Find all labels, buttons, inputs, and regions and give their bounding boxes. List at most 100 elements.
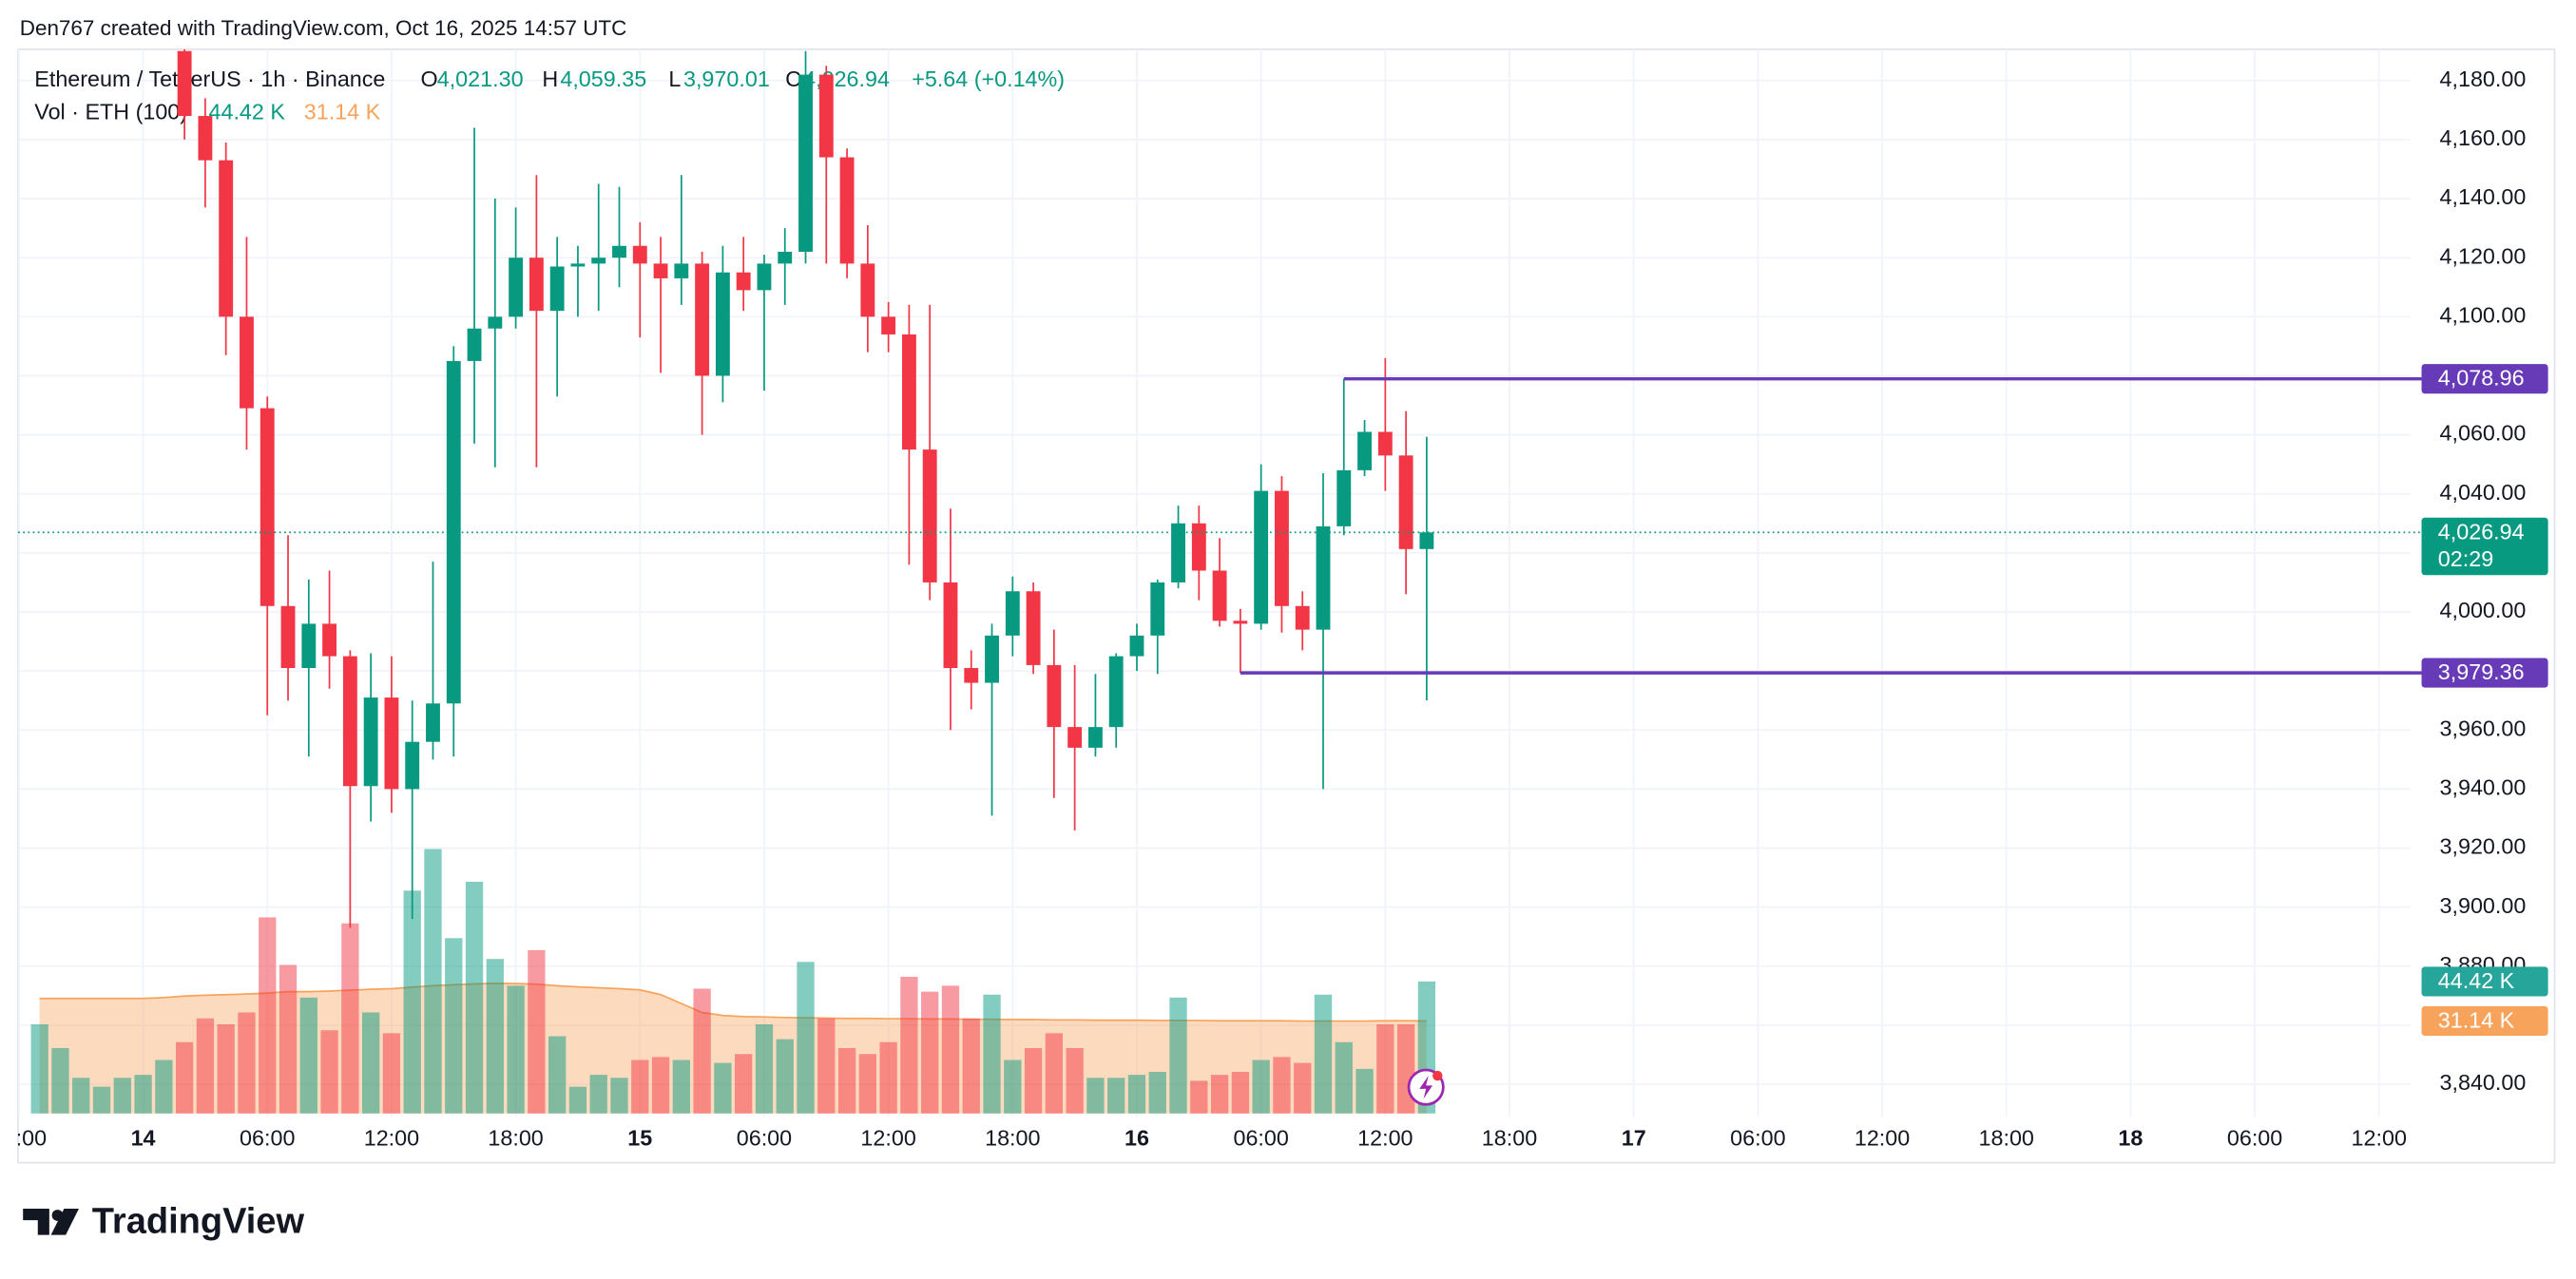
- volume-bar: [299, 997, 317, 1114]
- volume-bar: [72, 1078, 90, 1114]
- candle-body: [384, 697, 399, 790]
- candle-body: [1026, 591, 1041, 665]
- volume-ma-value: 31.14 K: [304, 99, 381, 124]
- volume-bar: [507, 985, 525, 1114]
- alert-bolt: [1419, 1076, 1433, 1099]
- attribution: Den767 created with TradingView.com, Oct…: [20, 16, 627, 40]
- x-axis: 18:00 14 06:00 12:00 18:00 15 06:00 12:00 18:00 1…: [0, 1126, 2407, 1151]
- x-tick-label: 12:00: [364, 1126, 419, 1151]
- candle-body: [446, 360, 461, 704]
- price-tag: [2421, 364, 2548, 394]
- candle-body: [1233, 620, 1248, 624]
- open-value: 4,021.30: [437, 67, 524, 91]
- candle-body: [1357, 431, 1372, 470]
- volume-bar: [776, 1039, 794, 1114]
- alert-icon[interactable]: [1407, 1068, 1445, 1106]
- volume-bar: [1231, 1072, 1250, 1114]
- y-tick-label: 3,900.00: [2440, 893, 2527, 918]
- price-tag: [2421, 517, 2548, 576]
- volume-bar: [1396, 1023, 1415, 1114]
- candle-body: [405, 741, 420, 790]
- candle-body: [839, 157, 855, 264]
- candle-body: [778, 251, 793, 264]
- volume-bar: [941, 985, 960, 1114]
- candle-body: [1212, 570, 1227, 621]
- volume-bar: [631, 1059, 649, 1114]
- candle-body: [632, 245, 647, 264]
- volume-bar: [1107, 1078, 1125, 1114]
- volume-bar: [962, 1018, 980, 1114]
- volume-bar: [486, 959, 504, 1114]
- price-tag-label: 31.14 K: [2438, 1007, 2515, 1032]
- x-tick-label: 17: [1622, 1126, 1646, 1151]
- volume-bar: [921, 991, 939, 1114]
- x-tick-label: 15: [627, 1126, 652, 1151]
- chart-frame: [17, 48, 2556, 1164]
- candle-body: [1377, 431, 1393, 456]
- volume-bar: [1294, 1062, 1312, 1114]
- candle-body: [1254, 490, 1269, 624]
- x-tick-label: 06:00: [737, 1126, 792, 1151]
- volume-bar: [568, 1086, 587, 1114]
- candle-body: [695, 263, 710, 376]
- volume-bar: [1127, 1075, 1146, 1114]
- y-tick-label: 3,840.00: [2440, 1070, 2527, 1095]
- volume-bar: [900, 976, 918, 1114]
- x-tick-label: 18:00: [0, 1126, 47, 1151]
- close-value: 4,026.94: [803, 67, 890, 91]
- x-tick-label: 06:00: [1233, 1126, 1288, 1151]
- candle-body: [467, 328, 482, 361]
- candle-body: [674, 263, 689, 278]
- volume-bar: [548, 1036, 567, 1114]
- price-tag-label: 4,026.94: [2438, 519, 2525, 544]
- x-tick-label: 18:00: [1482, 1126, 1537, 1151]
- candle-body: [301, 623, 317, 669]
- candle-body: [240, 316, 254, 409]
- volume-bar: [1314, 994, 1333, 1114]
- change: +5.64 (+0.14%): [912, 67, 1065, 91]
- volume-bar: [1376, 1023, 1394, 1114]
- candle-body: [985, 635, 999, 683]
- candle-body: [177, 50, 192, 117]
- countdown: 02:29: [2438, 546, 2493, 571]
- volume-bar: [879, 1041, 897, 1114]
- candle-body: [1108, 656, 1124, 728]
- price-tag-label: 3,979.36: [2438, 659, 2525, 684]
- y-tick-label: 3,920.00: [2440, 834, 2527, 859]
- candle-body: [488, 316, 503, 329]
- candle-body: [342, 656, 357, 787]
- volume-bar: [589, 1075, 607, 1114]
- volume-bar: [672, 1059, 690, 1114]
- candle-body: [818, 74, 834, 158]
- price-tag-label: 44.42 K: [2438, 968, 2515, 993]
- candle-body: [901, 334, 916, 450]
- high-key: H: [542, 67, 558, 91]
- volume-bar: [1086, 1078, 1105, 1114]
- price-tag-label: 4,078.96: [2438, 366, 2525, 391]
- candle-body: [922, 449, 937, 582]
- close-key: C: [785, 67, 801, 91]
- candle-body: [653, 263, 668, 278]
- candle-body: [1067, 727, 1083, 748]
- volume-bar: [279, 964, 298, 1114]
- x-tick-label: 18: [2118, 1126, 2143, 1151]
- x-tick-label: 18:00: [1979, 1126, 2034, 1151]
- volume-bar: [51, 1048, 69, 1114]
- candle-body: [943, 582, 958, 669]
- volume-bar: [238, 1012, 256, 1114]
- volume-bar: [465, 881, 484, 1114]
- brand: TradingView: [92, 1202, 305, 1242]
- price-tag: [2421, 1005, 2548, 1036]
- low-key: L: [668, 67, 681, 91]
- volume-bar: [1045, 1033, 1064, 1114]
- volume-bar: [1190, 1080, 1208, 1114]
- price-tag: [2421, 658, 2548, 688]
- volume-value: 44.42 K: [209, 99, 286, 124]
- candle-body: [1398, 455, 1413, 549]
- footer-logo: TradingView: [23, 1202, 304, 1242]
- volume-bar: [983, 994, 1001, 1114]
- y-tick-label: 4,120.00: [2440, 243, 2527, 268]
- volume-bar: [259, 917, 277, 1114]
- candle-body: [529, 258, 544, 312]
